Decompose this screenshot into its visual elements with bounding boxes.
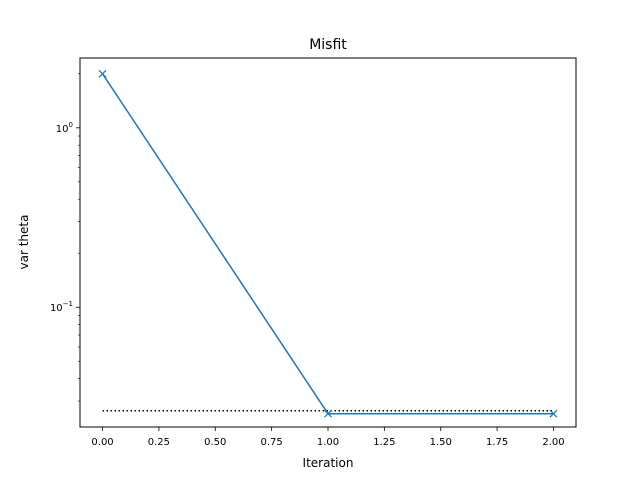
- data-point-marker: [549, 409, 558, 418]
- x-tick-label: 2.00: [542, 437, 564, 448]
- x-tick-label: 1.00: [317, 437, 339, 448]
- x-tick-label: 1.25: [373, 437, 395, 448]
- data-point-marker: [324, 409, 332, 418]
- y-tick-label: 100: [56, 121, 73, 135]
- x-tick-label: 0.00: [91, 437, 113, 448]
- chart-title: Misfit: [309, 37, 347, 53]
- x-tick-label: 1.75: [486, 437, 508, 448]
- plot-area: [98, 69, 558, 418]
- x-axis-label: Iteration: [303, 456, 354, 470]
- x-tick-label: 0.75: [261, 437, 283, 448]
- axes: 0.00 0.25 0.50 0.75 1.00 1.25 1.50 1.75 2.00 100 1…: [50, 57, 577, 448]
- y-axis-label: var theta: [17, 215, 31, 270]
- x-tick-label: 0.50: [204, 437, 226, 448]
- x-tick-label: 0.25: [148, 437, 170, 448]
- x-tick-label: 1.50: [430, 437, 452, 448]
- y-tick-label: 10−1: [50, 300, 73, 314]
- data-point-marker: [98, 69, 107, 78]
